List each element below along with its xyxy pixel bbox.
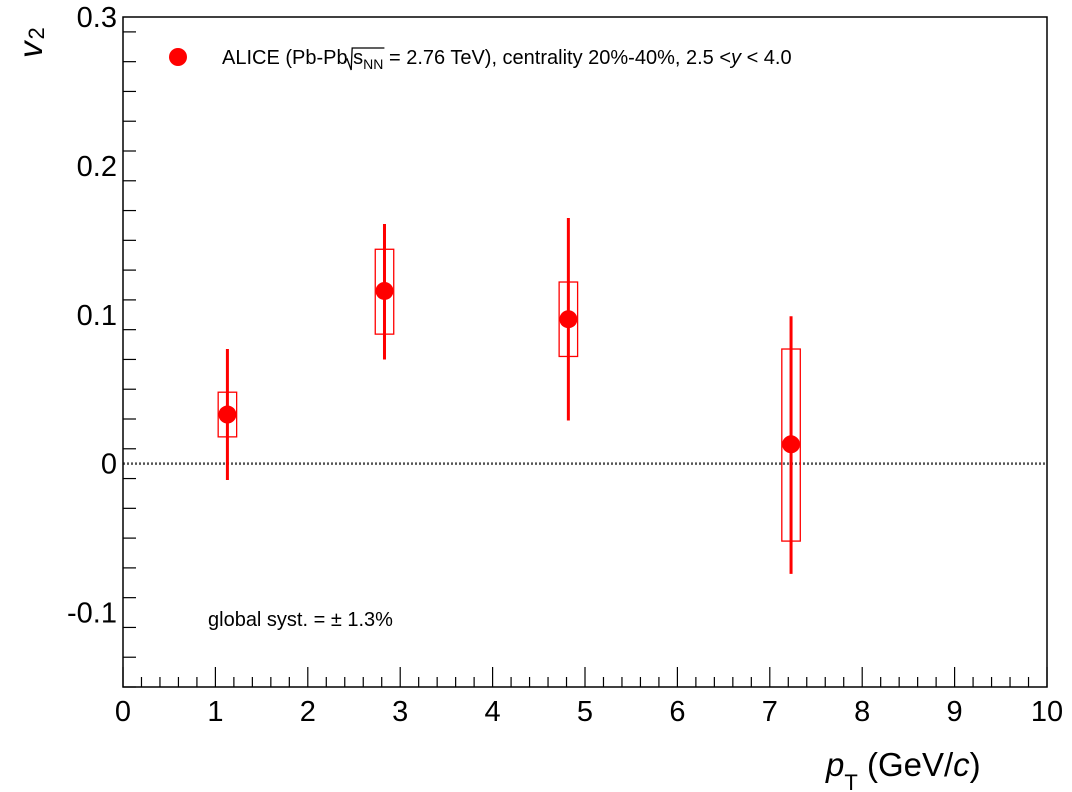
x-unit-text: (GeV/ [858, 746, 954, 783]
x-unit-italic-c: c [953, 746, 970, 783]
global-syst-note: global syst. = ± 1.3% [208, 609, 393, 631]
data-point [782, 435, 801, 454]
x-unit-close: ) [970, 746, 981, 783]
legend-prefix: ALICE (Pb-Pb [222, 47, 353, 69]
y-tick-label: 0.3 [77, 2, 117, 34]
y-axis-title-main: v [12, 39, 49, 58]
legend-y-var: y [729, 47, 742, 69]
x-tick-label: 2 [300, 696, 316, 728]
data-point [559, 310, 578, 329]
data-layer [123, 218, 1047, 574]
y-tick-label: -0.1 [67, 598, 117, 630]
legend: ALICE (Pb-Pb sNN = 2.76 TeV), centrality… [169, 47, 792, 72]
x-tick-label: 8 [854, 696, 870, 728]
legend-marker [169, 48, 187, 66]
x-tick-label: 0 [115, 696, 131, 728]
x-axis-title: pT (GeV/c) [825, 746, 981, 792]
x-tick-label: 3 [392, 696, 408, 728]
y-tick-label: 0 [101, 449, 117, 481]
sqrt-sign-icon [343, 47, 385, 71]
legend-sqrt-sub: NN [363, 56, 383, 72]
x-tick-label: 1 [207, 696, 223, 728]
legend-sqrt-s: s [353, 47, 363, 69]
x-tick-label: 5 [577, 696, 593, 728]
x-axis-title-main: p [825, 746, 844, 783]
data-point [218, 405, 237, 424]
y-tick-label: 0.1 [77, 300, 117, 332]
x-tick-label: 9 [947, 696, 963, 728]
x-tick-label: 4 [485, 696, 501, 728]
data-point [375, 281, 394, 300]
x-axis-title-sub: T [844, 770, 857, 792]
legend-energy: = 2.76 TeV), centrality 20%-40%, 2.5 < [383, 47, 731, 69]
plot-frame [122, 16, 1048, 688]
svg-text:v2: v2 [12, 27, 49, 58]
legend-label: ALICE (Pb-Pb sNN = 2.76 TeV), centrality… [222, 47, 792, 72]
y-axis-title-sub: 2 [24, 27, 49, 39]
x-tick-label: 6 [669, 696, 685, 728]
x-tick-label: 7 [762, 696, 778, 728]
x-tick-label: 10 [1031, 696, 1063, 728]
y-axis-title: v2 [12, 27, 49, 58]
axis-ticks: 0 1 2 3 4 5 6 7 8 9 10 -0.1 0 0.1 0.2 0.3 [67, 2, 1063, 728]
x-axis-title-unit: (GeV/c) [858, 746, 981, 783]
legend-suffix: < 4.0 [741, 47, 792, 69]
y-tick-label: 0.2 [77, 151, 117, 183]
